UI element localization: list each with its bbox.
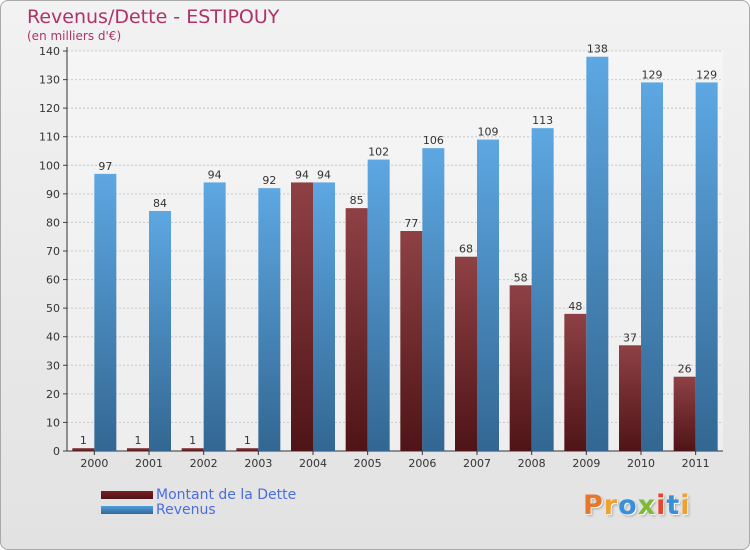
legend-swatch-revenus xyxy=(101,506,153,514)
y-tick-label: 130 xyxy=(39,74,60,87)
data-label: 37 xyxy=(623,331,637,344)
data-label: 85 xyxy=(350,194,364,207)
data-label: 48 xyxy=(568,300,582,313)
x-tick-label: 2001 xyxy=(135,457,163,470)
bar-revenus xyxy=(695,82,718,451)
bar-revenus xyxy=(94,173,117,451)
x-tick-label: 2003 xyxy=(244,457,272,470)
x-tick-label: 2006 xyxy=(408,457,436,470)
bar-dette xyxy=(181,448,204,451)
bar-revenus xyxy=(641,82,663,451)
data-label: 129 xyxy=(642,68,663,81)
y-tick-label: 80 xyxy=(46,216,60,229)
y-tick-label: 10 xyxy=(46,416,60,429)
legend-swatch-dette xyxy=(101,491,153,499)
bar-dette xyxy=(236,448,259,451)
bar-revenus xyxy=(367,159,390,452)
logo-letter: x xyxy=(637,490,657,521)
data-label: 94 xyxy=(295,168,309,181)
data-label: 113 xyxy=(532,114,553,127)
y-tick-label: 20 xyxy=(46,388,60,401)
bar-revenus xyxy=(531,128,554,451)
bar-dette xyxy=(127,448,149,451)
data-label: 1 xyxy=(80,434,87,447)
chart-subtitle: (en milliers d'€) xyxy=(27,29,122,43)
x-tick-label: 2004 xyxy=(299,457,327,470)
proxiti-logo: Proxiti xyxy=(583,490,691,521)
data-label: 1 xyxy=(244,434,251,447)
x-tick-label: 2008 xyxy=(518,457,546,470)
data-label: 94 xyxy=(208,168,222,181)
data-label: 58 xyxy=(514,271,528,284)
data-label: 97 xyxy=(98,160,112,173)
logo-letter: o xyxy=(618,490,638,521)
bar-dette xyxy=(400,231,423,451)
x-tick-label: 2005 xyxy=(354,457,382,470)
legend-label-revenus: Revenus xyxy=(156,502,216,518)
bar-dette xyxy=(619,345,641,451)
logo-letter: i xyxy=(680,490,691,521)
x-tick-label: 2010 xyxy=(627,457,655,470)
data-label: 94 xyxy=(317,168,331,181)
y-tick-label: 90 xyxy=(46,188,60,201)
data-label: 77 xyxy=(404,217,418,230)
y-tick-label: 30 xyxy=(46,359,60,372)
y-tick-label: 40 xyxy=(46,331,60,344)
data-label: 102 xyxy=(368,146,389,159)
y-tick-label: 140 xyxy=(39,45,60,58)
bar-dette xyxy=(509,285,532,451)
chart-title: Revenus/Dette - ESTIPOUY xyxy=(27,6,280,28)
bar-dette xyxy=(455,256,477,451)
y-tick-label: 60 xyxy=(46,274,60,287)
bar-dette xyxy=(673,376,696,451)
bar-revenus xyxy=(586,56,609,451)
y-tick-label: 110 xyxy=(39,131,60,144)
data-label: 138 xyxy=(587,43,608,56)
x-tick-label: 2011 xyxy=(682,457,710,470)
y-tick-label: 0 xyxy=(53,445,60,458)
data-label: 129 xyxy=(696,68,717,81)
data-label: 68 xyxy=(459,243,473,256)
logo-letter: r xyxy=(603,490,619,521)
data-label: 109 xyxy=(478,126,499,139)
data-label: 1 xyxy=(135,434,142,447)
data-label: 92 xyxy=(262,174,276,187)
y-tick-label: 50 xyxy=(46,302,60,315)
bar-revenus xyxy=(477,139,499,452)
bar-dette xyxy=(72,448,95,451)
data-label: 26 xyxy=(678,363,692,376)
x-tick-label: 2000 xyxy=(80,457,108,470)
legend-label-dette: Montant de la Dette xyxy=(156,487,297,503)
y-tick-label: 70 xyxy=(46,245,60,258)
bar-revenus xyxy=(258,188,281,451)
data-label: 84 xyxy=(153,197,167,210)
y-tick-label: 100 xyxy=(39,159,60,172)
bar-revenus xyxy=(422,148,445,451)
bar-dette xyxy=(291,182,313,451)
bar-revenus xyxy=(203,182,226,451)
data-label: 106 xyxy=(423,134,444,147)
bar-dette xyxy=(564,313,587,451)
x-tick-label: 2007 xyxy=(463,457,491,470)
bar-dette xyxy=(345,208,368,451)
y-tick-label: 120 xyxy=(39,102,60,115)
x-tick-label: 2009 xyxy=(572,457,600,470)
bar-revenus xyxy=(149,211,171,451)
bar-revenus xyxy=(313,182,335,451)
logo-letter: i xyxy=(656,490,667,521)
data-label: 1 xyxy=(189,434,196,447)
x-tick-label: 2002 xyxy=(190,457,218,470)
logo-letter: P xyxy=(583,490,604,521)
logo-letter: t xyxy=(666,490,681,521)
